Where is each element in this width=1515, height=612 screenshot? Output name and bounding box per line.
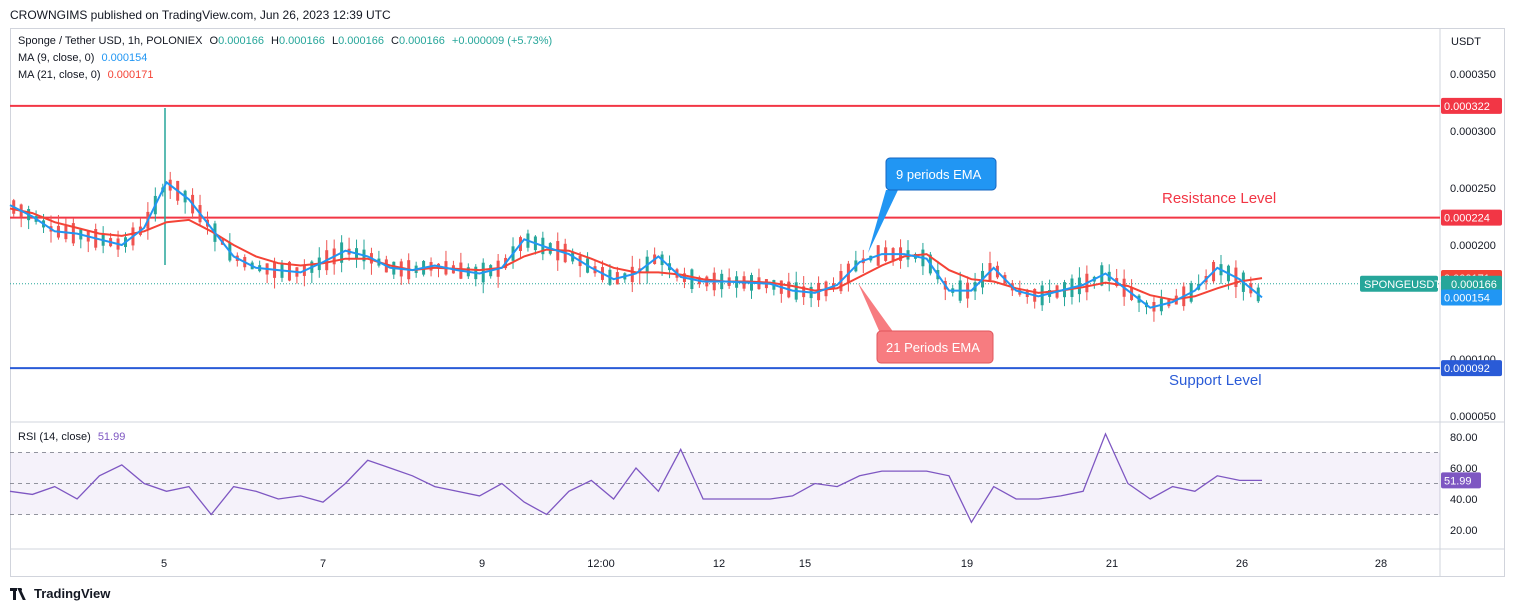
change-value: +0.000009 (+5.73%) — [451, 35, 553, 47]
tag-resistance-high-box — [1441, 97, 1502, 114]
ma9-legend: MA (9, close, 0) 0.000154 — [18, 52, 147, 64]
time-tick-label: 12 — [713, 558, 725, 570]
tag-last: 0.000166 — [1451, 279, 1497, 291]
rsi-tick-label: 20.00 — [1450, 525, 1478, 537]
tradingview-brand: TradingView — [34, 586, 111, 601]
tag-support: 0.000092 — [1444, 363, 1490, 375]
time-tick-label: 12:00 — [587, 558, 615, 570]
high-value: 0.000166 — [278, 35, 325, 47]
rsi-label: RSI (14, close) — [18, 431, 91, 443]
ohlc-legend: Sponge / Tether USD, 1h, POLONIEX O0.000… — [18, 35, 552, 47]
rsi-line — [9, 432, 1262, 524]
ma9-value: 0.000154 — [101, 52, 148, 64]
low-value: 0.000166 — [338, 35, 384, 47]
tradingview-logo-icon — [10, 587, 34, 600]
rsi-pane — [9, 432, 1440, 524]
price-tags: 0.0003220.0002240.0001710.00016620:090.0… — [1360, 97, 1502, 489]
high-label: H — [271, 35, 279, 47]
rsi-tick-label: 40.00 — [1450, 494, 1478, 506]
currency-label: USDT — [1451, 36, 1481, 48]
ma21-label: MA (21, close, 0) — [18, 69, 101, 81]
tag-symbol-box — [1360, 275, 1438, 292]
time-tick-label: 15 — [799, 558, 811, 570]
time-tick-label: 28 — [1375, 558, 1387, 570]
tag-resistance-high: 0.000322 — [1444, 101, 1490, 113]
open-value: 0.000166 — [218, 35, 264, 47]
tag-ema9: 0.000154 — [1444, 292, 1490, 304]
close-label: C — [391, 35, 399, 47]
axes: 0.0003500.0003000.0002500.0002000.000100… — [161, 36, 1496, 570]
tag-symbol: SPONGEUSDT — [1364, 279, 1441, 291]
time-tick-label: 21 — [1106, 558, 1118, 570]
close-value: 0.000166 — [398, 35, 445, 47]
ema21-callout-pointer — [858, 283, 894, 333]
ema21-callout-text: 21 Periods EMA — [886, 340, 980, 355]
tag-resistance-box — [1441, 209, 1502, 226]
ma21-value: 0.000171 — [107, 69, 154, 81]
price-tick-label: 0.000250 — [1450, 183, 1496, 195]
rsi-tick-label: 60.00 — [1450, 463, 1478, 475]
symbol-label: Sponge / Tether USD, 1h, POLONIEX — [18, 35, 203, 47]
ma9-line — [9, 180, 1263, 309]
ema9-callout-text: 9 periods EMA — [896, 167, 982, 182]
ema9-callout-box — [885, 157, 997, 191]
resistance-level-label: Resistance Level — [1162, 190, 1276, 207]
rsi-value: 51.99 — [97, 431, 126, 443]
ma9-label: MA (9, close, 0) — [18, 52, 95, 64]
price-tick-label: 0.000350 — [1450, 69, 1496, 81]
tradingview-footer[interactable]: TradingView — [10, 586, 110, 601]
rsi-tick-label: 80.00 — [1450, 432, 1478, 444]
ma21-line — [9, 207, 1263, 301]
price-levels — [10, 104, 1440, 370]
tag-rsi: 51.99 — [1444, 475, 1472, 487]
tag-support-box — [1441, 360, 1502, 377]
ma21-legend: MA (21, close, 0) 0.000171 — [18, 69, 154, 81]
support-level-label: Support Level — [1169, 372, 1262, 389]
grid-lines — [10, 29, 1505, 577]
time-tick-label: 9 — [479, 558, 485, 570]
time-tick-label: 7 — [320, 558, 326, 570]
time-tick-label: 5 — [161, 558, 167, 570]
time-tick-label: 26 — [1236, 558, 1248, 570]
price-tick-label: 0.000300 — [1450, 126, 1496, 138]
price-tick-label: 0.000200 — [1450, 240, 1496, 252]
price-tick-label: 0.000050 — [1450, 411, 1496, 423]
ema9-callout-pointer — [868, 190, 898, 253]
publisher-header: CROWNGIMS published on TradingView.com, … — [10, 8, 391, 22]
rsi-legend: RSI (14, close) 51.99 — [18, 431, 125, 443]
ma-lines — [9, 180, 1263, 309]
ema21-callout-box — [876, 330, 994, 364]
low-label: L — [331, 35, 339, 47]
tag-ema9-box — [1441, 289, 1502, 306]
time-tick-label: 19 — [961, 558, 973, 570]
open-label: O — [209, 35, 219, 47]
chart-frame — [10, 28, 1505, 577]
tag-resistance: 0.000224 — [1444, 213, 1490, 225]
annotations: Resistance Level Support Level 9 periods E… — [858, 157, 1276, 389]
tag-rsi-box — [1441, 472, 1481, 489]
